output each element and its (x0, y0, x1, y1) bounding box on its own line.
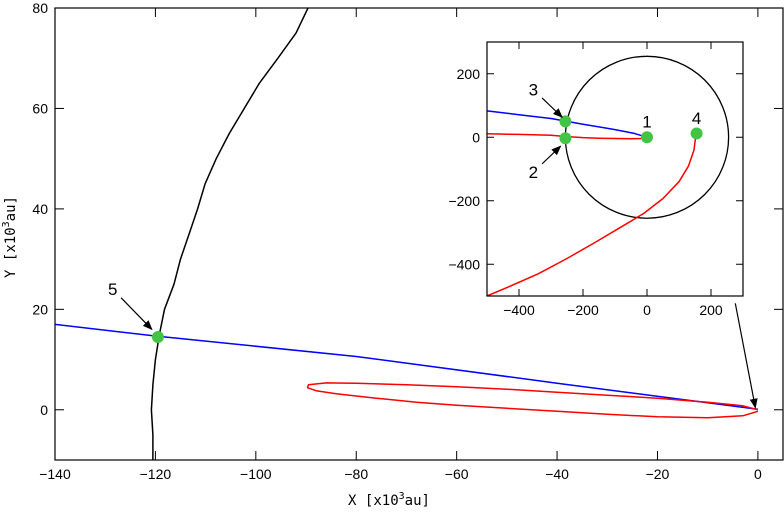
main-frame (54, 7, 784, 461)
inset-series-1 (487, 133, 646, 140)
inset-point-1 (641, 131, 653, 144)
main-xtick-label: −80 (344, 466, 368, 482)
inset-xtick-label: −200 (567, 302, 599, 318)
main-xtick-label: −60 (445, 466, 469, 482)
inset-ytick-label: 0 (472, 129, 480, 145)
inset-ytick-label: 200 (457, 66, 481, 82)
y-axis-label-unit: au] (3, 196, 19, 221)
main-xtick-label: −20 (646, 466, 670, 482)
inset-annotation-4: 4 (692, 109, 701, 128)
main-ytick-label: 20 (32, 301, 48, 317)
inset-annotation-arrow-3 (541, 97, 563, 118)
inset-xtick-label: 0 (643, 302, 651, 318)
main-xtick-label: −140 (39, 466, 71, 482)
x-axis-label: X [x103au] (348, 491, 430, 509)
main-series-0 (150, 8, 309, 460)
main-ytick-label: 80 (32, 0, 48, 16)
main-series-1 (55, 323, 758, 411)
inset-point-3 (559, 115, 572, 128)
main-data (55, 8, 759, 460)
inset-data (487, 55, 730, 296)
x-axis-label-exp: 3 (399, 491, 405, 502)
y-axis-label: Y [x103au] (1, 196, 19, 278)
inset-xtick-label: −400 (503, 302, 535, 318)
inset-background (439, 36, 751, 320)
inset-annotation-3: 3 (529, 81, 538, 100)
inset-series-0 (487, 110, 645, 138)
inset-annotation-arrow-2 (541, 145, 562, 165)
y-axis-label-exp: 3 (1, 221, 12, 227)
x-axis-label-unit: au] (405, 493, 430, 509)
main-point-5 (151, 330, 164, 343)
main-xtick-label: −120 (140, 466, 172, 482)
main-ytick-label: 40 (32, 201, 48, 217)
x-axis-label-base: X [x10 (348, 493, 399, 509)
inset-annotation-2: 2 (529, 163, 538, 182)
y-axis-label-base: Y [x10 (3, 227, 19, 278)
main-annotation-5: 5 (108, 280, 117, 299)
main-xtick-label: −40 (545, 466, 569, 482)
main-xtick-label: −100 (240, 466, 272, 482)
inset-series-2 (487, 133, 698, 296)
inset-ytick-label: −400 (448, 256, 480, 272)
inset-plot: −400 −200 0 200 −400 −200 0 200 1 2 3 4 (439, 36, 751, 320)
main-annotation-arrow-5 (120, 297, 153, 331)
inset-ytick-label: −200 (448, 193, 480, 209)
inset-point-4 (690, 127, 703, 140)
main-xtick-label: 0 (754, 466, 762, 482)
inset-annotation-1: 1 (642, 112, 651, 131)
main-ytick-label: 60 (32, 100, 48, 116)
inset-point-2 (559, 132, 572, 145)
inset-xtick-label: 200 (699, 302, 723, 318)
main-ytick-label: 0 (40, 402, 48, 418)
main-series-2 (306, 382, 759, 419)
inset-frame (486, 41, 744, 297)
inset-pointer-arrow (734, 303, 758, 409)
